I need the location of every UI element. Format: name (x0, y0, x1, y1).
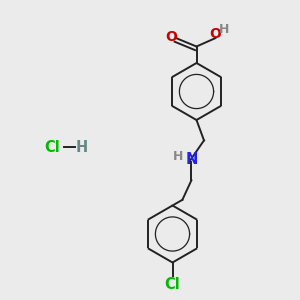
Text: H: H (173, 150, 183, 164)
Text: H: H (219, 22, 229, 36)
Text: O: O (209, 27, 221, 40)
Text: Cl: Cl (45, 140, 60, 154)
Text: Cl: Cl (165, 277, 180, 292)
Text: N: N (185, 152, 198, 167)
Text: H: H (76, 140, 88, 154)
Text: O: O (165, 30, 177, 44)
